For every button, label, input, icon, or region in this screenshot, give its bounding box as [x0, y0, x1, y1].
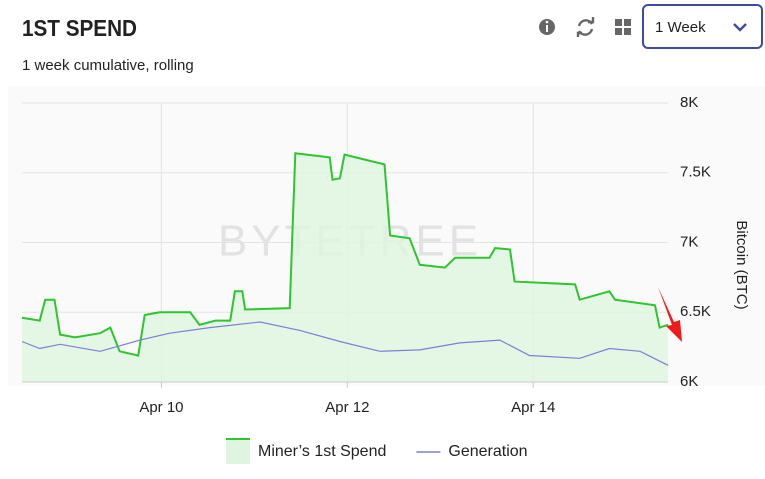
area [22, 153, 668, 382]
x-tick-label: Apr 14 [511, 399, 555, 416]
y-tick-label: 7.5K [680, 164, 711, 181]
legend-label: Generation [448, 443, 527, 460]
subtitle: 1 week cumulative, rolling [22, 57, 194, 74]
y-tick-label: 8K [680, 94, 698, 111]
x-tick-label: Apr 10 [139, 399, 183, 416]
x-tick-label: Apr 12 [325, 399, 369, 416]
grid-icon[interactable] [615, 19, 631, 35]
y-axis-label: Bitcoin (BTC) [733, 220, 750, 309]
legend-label: Miner’s 1st Spend [258, 443, 386, 460]
y-tick-label: 6.5K [680, 303, 711, 320]
series-line [21, 152, 669, 357]
legend-swatch [226, 438, 250, 464]
refresh-icon[interactable] [576, 17, 595, 37]
range-label: 1 Week [655, 19, 706, 36]
red-arrow [658, 287, 682, 342]
dropdown-caret [733, 23, 747, 32]
y-tick-label: 6K [680, 373, 698, 390]
y-tick-label: 7K [680, 233, 698, 250]
title: 1ST SPEND [22, 15, 137, 41]
series-line [21, 321, 669, 366]
info-icon[interactable] [539, 19, 555, 35]
range-dropdown[interactable] [642, 4, 763, 49]
